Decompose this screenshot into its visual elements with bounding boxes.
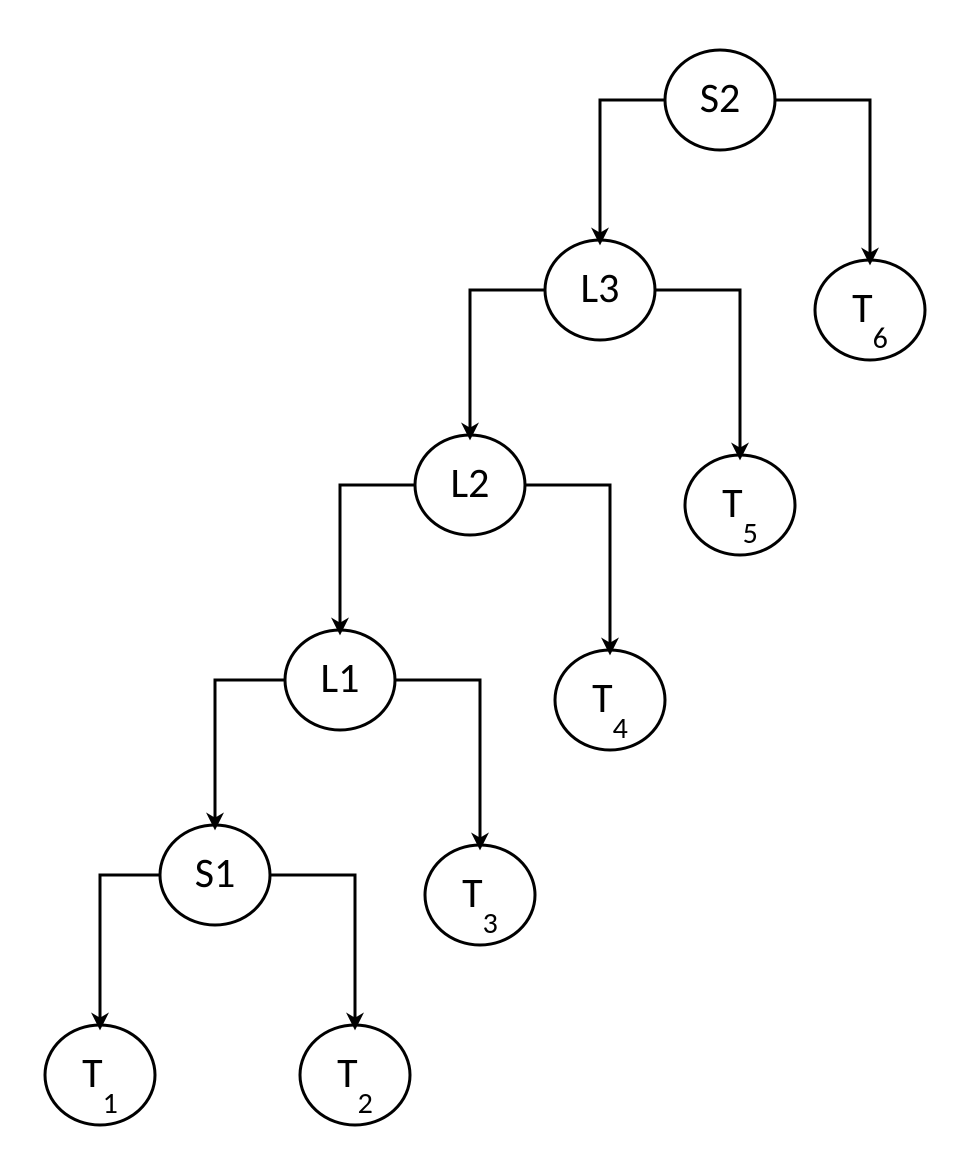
edge-L1-S1	[215, 680, 285, 825]
node-L2: L2	[415, 435, 525, 535]
node-label-L3: L3	[581, 263, 620, 314]
tree-diagram: S2 L3 T6 L2 T5 L1 T4 S1 T3 T1 T2	[0, 0, 976, 1168]
edge-L2-L1	[340, 485, 415, 630]
edge-S2-T6	[775, 100, 870, 260]
node-T5: T5	[685, 455, 795, 555]
edge-S1-T1	[100, 875, 160, 1025]
node-T4: T4	[555, 650, 665, 750]
node-label-L2: L2	[451, 458, 490, 509]
node-label-T4: T4	[592, 673, 628, 747]
node-S1: S1	[160, 825, 270, 925]
node-T1: T1	[45, 1025, 155, 1125]
edge-L3-T5	[655, 290, 740, 455]
edge-L2-T4	[525, 485, 610, 650]
node-label-S1: S1	[195, 848, 236, 899]
node-T3: T3	[425, 845, 535, 945]
edge-L1-T3	[395, 680, 480, 845]
node-label-T6: T6	[852, 283, 888, 357]
node-T6: T6	[815, 260, 925, 360]
node-S2: S2	[665, 50, 775, 150]
node-L3: L3	[545, 240, 655, 340]
node-label-T2: T2	[337, 1048, 373, 1122]
node-label-T5: T5	[722, 478, 758, 552]
node-label-T1: T1	[82, 1048, 118, 1122]
node-label-S2: S2	[700, 73, 741, 124]
node-T2: T2	[300, 1025, 410, 1125]
node-label-L1: L1	[321, 653, 360, 704]
edge-L3-L2	[470, 290, 545, 435]
node-label-T3: T3	[462, 868, 498, 942]
nodes-group: S2 L3 T6 L2 T5 L1 T4 S1 T3 T1 T2	[45, 50, 925, 1125]
edge-S1-T2	[270, 875, 355, 1025]
edge-S2-L3	[600, 100, 665, 240]
node-L1: L1	[285, 630, 395, 730]
